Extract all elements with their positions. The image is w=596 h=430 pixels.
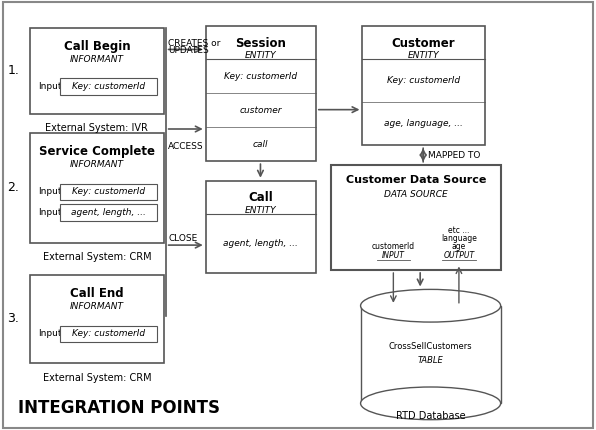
Ellipse shape	[361, 387, 501, 420]
Text: 2.: 2.	[7, 181, 19, 194]
FancyBboxPatch shape	[60, 204, 157, 221]
Text: Key: customerId: Key: customerId	[72, 82, 145, 91]
Text: Key: customerId: Key: customerId	[72, 187, 145, 196]
Text: Input: Input	[38, 187, 61, 196]
Text: Call End: Call End	[70, 287, 123, 300]
Text: INPUT: INPUT	[382, 251, 405, 260]
FancyBboxPatch shape	[30, 28, 164, 114]
Text: Call: Call	[249, 191, 273, 204]
Text: INFORMANT: INFORMANT	[70, 55, 124, 64]
FancyBboxPatch shape	[362, 26, 485, 145]
Text: language: language	[441, 234, 477, 243]
FancyBboxPatch shape	[30, 133, 164, 243]
Text: call: call	[253, 140, 269, 149]
FancyBboxPatch shape	[60, 184, 157, 200]
Text: CLOSE: CLOSE	[168, 234, 197, 243]
Text: MAPPED TO: MAPPED TO	[428, 151, 480, 160]
Text: ENTITY: ENTITY	[408, 51, 439, 60]
Text: etc ...: etc ...	[448, 226, 470, 235]
Text: Key: customerId: Key: customerId	[387, 77, 460, 85]
Text: Key: customerId: Key: customerId	[72, 329, 145, 338]
FancyBboxPatch shape	[361, 306, 501, 403]
Text: ENTITY: ENTITY	[245, 206, 277, 215]
Text: CrossSellCustomers: CrossSellCustomers	[389, 342, 473, 351]
Text: ENTITY: ENTITY	[245, 51, 277, 60]
FancyBboxPatch shape	[60, 326, 157, 342]
Ellipse shape	[361, 289, 501, 322]
Text: UPDATES: UPDATES	[168, 46, 209, 55]
Text: External System: CRM: External System: CRM	[42, 252, 151, 262]
FancyBboxPatch shape	[206, 181, 316, 273]
Text: INFORMANT: INFORMANT	[70, 302, 124, 311]
Text: Call Begin: Call Begin	[64, 40, 130, 53]
Text: RTD Database: RTD Database	[396, 411, 465, 421]
Text: Session: Session	[235, 37, 286, 49]
Text: Customer Data Source: Customer Data Source	[346, 175, 486, 185]
FancyBboxPatch shape	[30, 275, 164, 363]
FancyBboxPatch shape	[331, 165, 501, 270]
Text: ACCESS: ACCESS	[168, 142, 204, 150]
Text: customerId: customerId	[372, 242, 415, 251]
FancyBboxPatch shape	[60, 78, 157, 95]
Text: Input: Input	[38, 329, 61, 338]
Text: External System: CRM: External System: CRM	[42, 373, 151, 383]
Text: Service Complete: Service Complete	[39, 145, 155, 158]
Text: Key: customerId: Key: customerId	[224, 72, 297, 81]
Text: 1.: 1.	[7, 64, 19, 77]
Text: 3.: 3.	[7, 312, 19, 325]
Text: TABLE: TABLE	[418, 356, 443, 366]
Text: Input: Input	[38, 208, 61, 217]
Text: External System: IVR: External System: IVR	[45, 123, 148, 133]
Text: age: age	[452, 242, 466, 251]
Text: INTEGRATION POINTS: INTEGRATION POINTS	[18, 399, 220, 417]
Text: INFORMANT: INFORMANT	[70, 160, 124, 169]
Text: agent, length, ...: agent, length, ...	[71, 208, 145, 217]
Text: age, language, ...: age, language, ...	[384, 120, 463, 128]
Text: agent, length, ...: agent, length, ...	[224, 239, 298, 248]
Text: OUTPUT: OUTPUT	[443, 251, 474, 260]
Text: customer: customer	[240, 106, 282, 115]
Text: Input: Input	[38, 82, 61, 91]
FancyBboxPatch shape	[206, 26, 316, 161]
Text: Customer: Customer	[392, 37, 455, 49]
Text: CREATES or: CREATES or	[168, 39, 221, 47]
Text: DATA SOURCE: DATA SOURCE	[384, 190, 448, 199]
